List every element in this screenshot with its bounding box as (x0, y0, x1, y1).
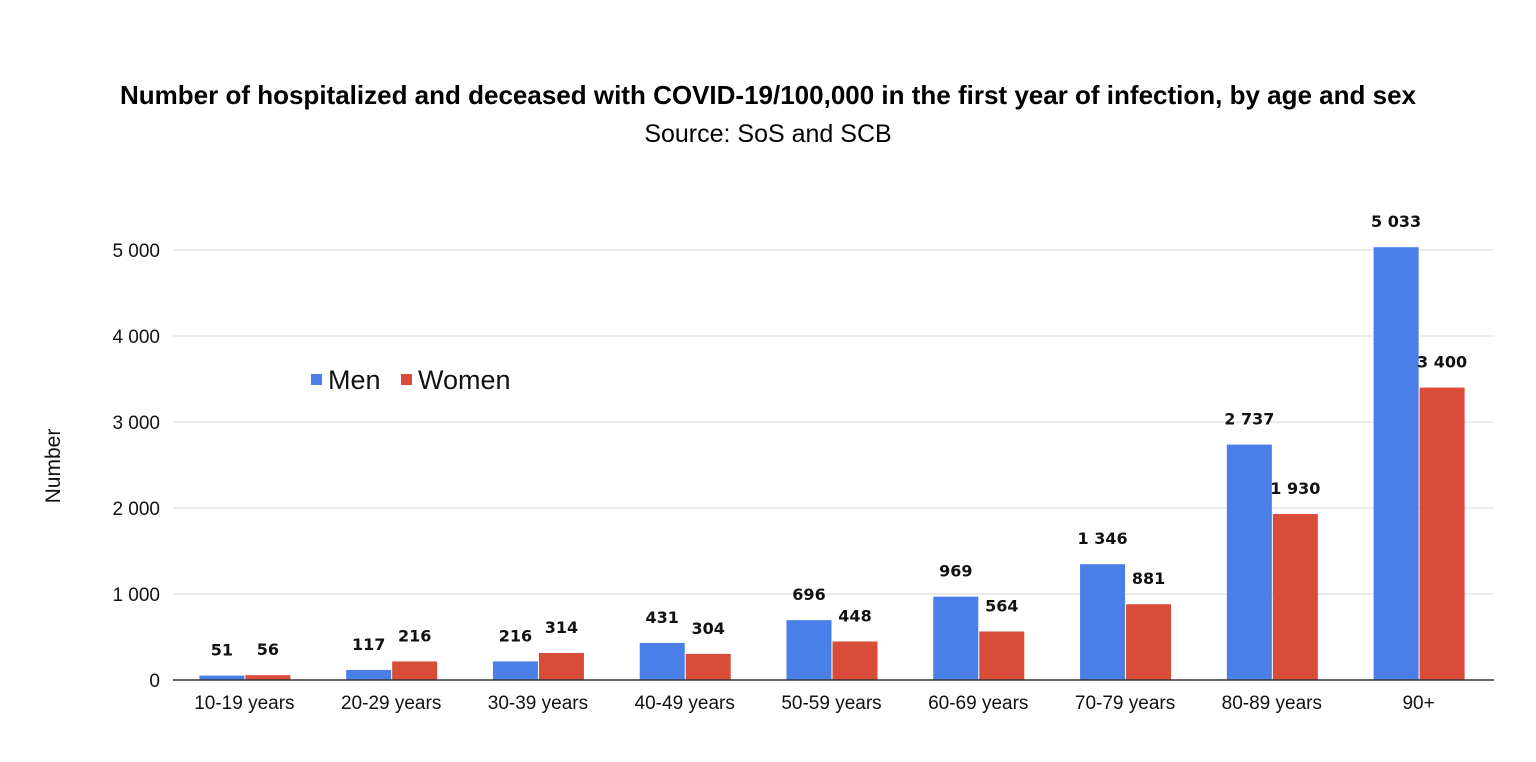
bar-men-6 (1080, 564, 1126, 680)
bar-women-7 (1272, 514, 1318, 680)
x-axis-ticks: 10-19 years 20-29 years 30-39 years 40-49 y… (194, 693, 1435, 714)
chart-title: Number of hospitalized and deceased with… (119, 80, 1416, 110)
y-axis-ticks: 0 1 000 2 000 3 000 4 000 5 000 (112, 241, 160, 692)
data-label-men-8: 5 033 (1371, 212, 1421, 231)
data-label-women-3: 304 (692, 619, 725, 638)
data-label-women-6: 881 (1132, 569, 1165, 588)
y-axis-title: Number (42, 429, 65, 504)
bar-women-8 (1419, 387, 1465, 680)
bar-women-1 (392, 661, 438, 680)
gridlines (173, 249, 1494, 595)
data-label-women-8: 3 400 (1417, 353, 1467, 372)
data-label-women-4: 448 (838, 606, 871, 625)
x-tick-label: 30-39 years (488, 693, 588, 714)
data-label-men-3: 431 (646, 608, 679, 627)
y-tick-label: 3 000 (112, 413, 160, 434)
x-tick-label: 20-29 years (341, 693, 441, 714)
data-labels: 51 56 117 216 216 314 431 304 696 448 969 564 1 346 8… (211, 212, 1467, 659)
bar-women-3 (685, 653, 731, 680)
y-tick-label: 5 000 (112, 241, 160, 262)
bar-men-1 (346, 669, 392, 680)
bar-women-6 (1126, 604, 1172, 680)
data-label-men-7: 2 737 (1224, 410, 1274, 429)
data-label-men-6: 1 346 (1078, 529, 1128, 548)
x-tick-label: 60-69 years (928, 693, 1028, 714)
x-tick-label: 50-59 years (781, 693, 881, 714)
x-tick-label: 40-49 years (635, 693, 735, 714)
data-label-women-7: 1 930 (1270, 479, 1320, 498)
data-label-men-2: 216 (499, 626, 532, 645)
y-tick-label: 4 000 (112, 327, 160, 348)
data-label-women-0: 56 (257, 640, 279, 659)
bar-men-4 (786, 620, 832, 680)
legend: Men Women (311, 365, 511, 395)
x-tick-label: 10-19 years (194, 693, 294, 714)
data-label-women-5: 564 (985, 596, 1018, 615)
data-label-men-5: 969 (939, 562, 972, 581)
x-tick-label: 80-89 years (1222, 693, 1322, 714)
y-tick-label: 2 000 (112, 499, 160, 520)
chart-subtitle: Source: SoS and SCB (644, 120, 892, 148)
legend-label-women: Women (418, 365, 511, 395)
bar-men-2 (492, 661, 538, 680)
data-label-women-1: 216 (398, 626, 431, 645)
bar-women-4 (832, 641, 878, 680)
bar-women-5 (979, 631, 1025, 680)
legend-label-men: Men (328, 365, 381, 395)
x-tick-label: 90+ (1402, 693, 1434, 714)
bar-men-3 (639, 642, 685, 680)
data-label-men-0: 51 (211, 641, 233, 660)
bar-men-0 (199, 675, 245, 680)
bars (199, 247, 1465, 681)
y-tick-label: 1 000 (112, 585, 160, 606)
bar-women-2 (538, 652, 584, 680)
legend-swatch-men (311, 374, 322, 385)
bar-men-7 (1226, 444, 1272, 680)
data-label-women-2: 314 (545, 618, 578, 637)
bar-men-5 (933, 596, 979, 680)
data-label-men-1: 117 (352, 635, 385, 654)
y-tick-label: 0 (149, 671, 160, 692)
legend-swatch-women (401, 374, 412, 385)
data-label-men-4: 696 (792, 585, 825, 604)
bar-women-0 (245, 675, 291, 680)
x-tick-label: 70-79 years (1075, 693, 1175, 714)
bar-men-8 (1373, 247, 1419, 681)
